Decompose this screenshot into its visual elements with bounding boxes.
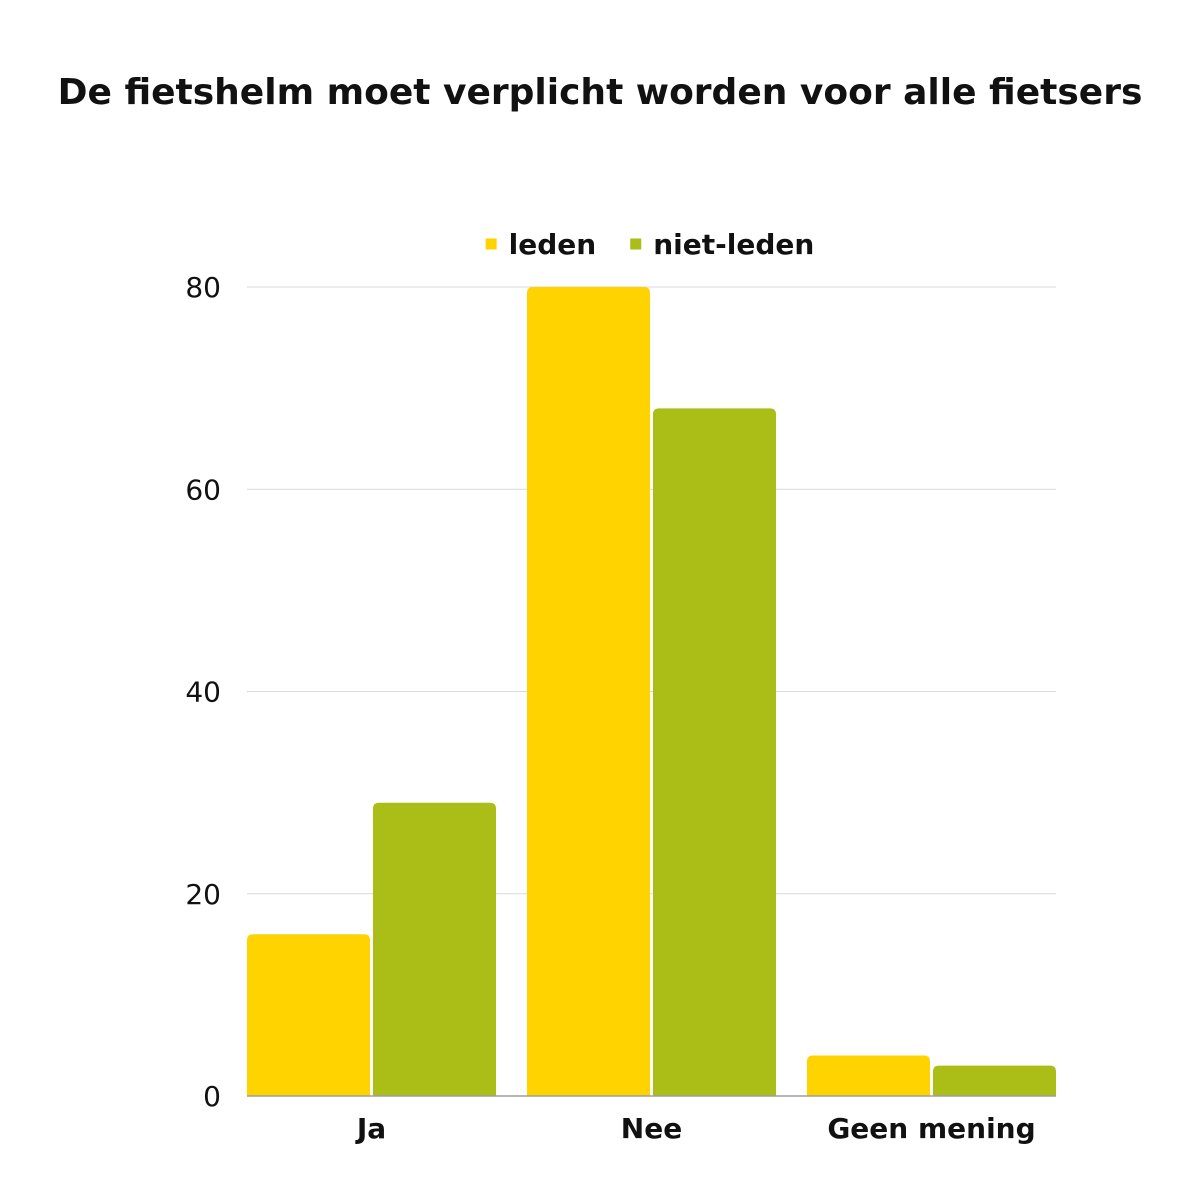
gridlines <box>247 286 1056 895</box>
legend-swatch-niet-leden <box>630 238 642 250</box>
legend: leden niet-leden <box>485 228 814 261</box>
bar-leden-geen-mening <box>807 1055 930 1096</box>
bar-leden-ja <box>247 934 370 1096</box>
x-tick-label: Ja <box>355 1112 386 1145</box>
y-tick-label: 60 <box>185 473 221 506</box>
x-tick-label: Nee <box>621 1112 682 1145</box>
bars <box>247 287 1056 1097</box>
y-tick-label: 80 <box>185 271 221 304</box>
chart-title: De fietshelm moet verplicht worden voor … <box>58 72 1143 113</box>
axes: 0 20 40 60 80 Ja Nee Geen mening <box>185 271 1056 1145</box>
bar-niet-leden-geen-mening <box>933 1065 1056 1096</box>
y-tick-label: 40 <box>185 676 221 709</box>
legend-swatch-leden <box>485 238 497 250</box>
legend-label: leden <box>509 228 597 261</box>
bar-niet-leden-nee <box>653 408 776 1097</box>
legend-label: niet-leden <box>653 228 814 261</box>
bar-niet-leden-ja <box>373 802 496 1096</box>
y-tick-label: 0 <box>203 1080 221 1113</box>
x-tick-label: Geen mening <box>827 1112 1035 1145</box>
y-tick-label: 20 <box>185 878 221 911</box>
bar-leden-nee <box>527 287 650 1096</box>
